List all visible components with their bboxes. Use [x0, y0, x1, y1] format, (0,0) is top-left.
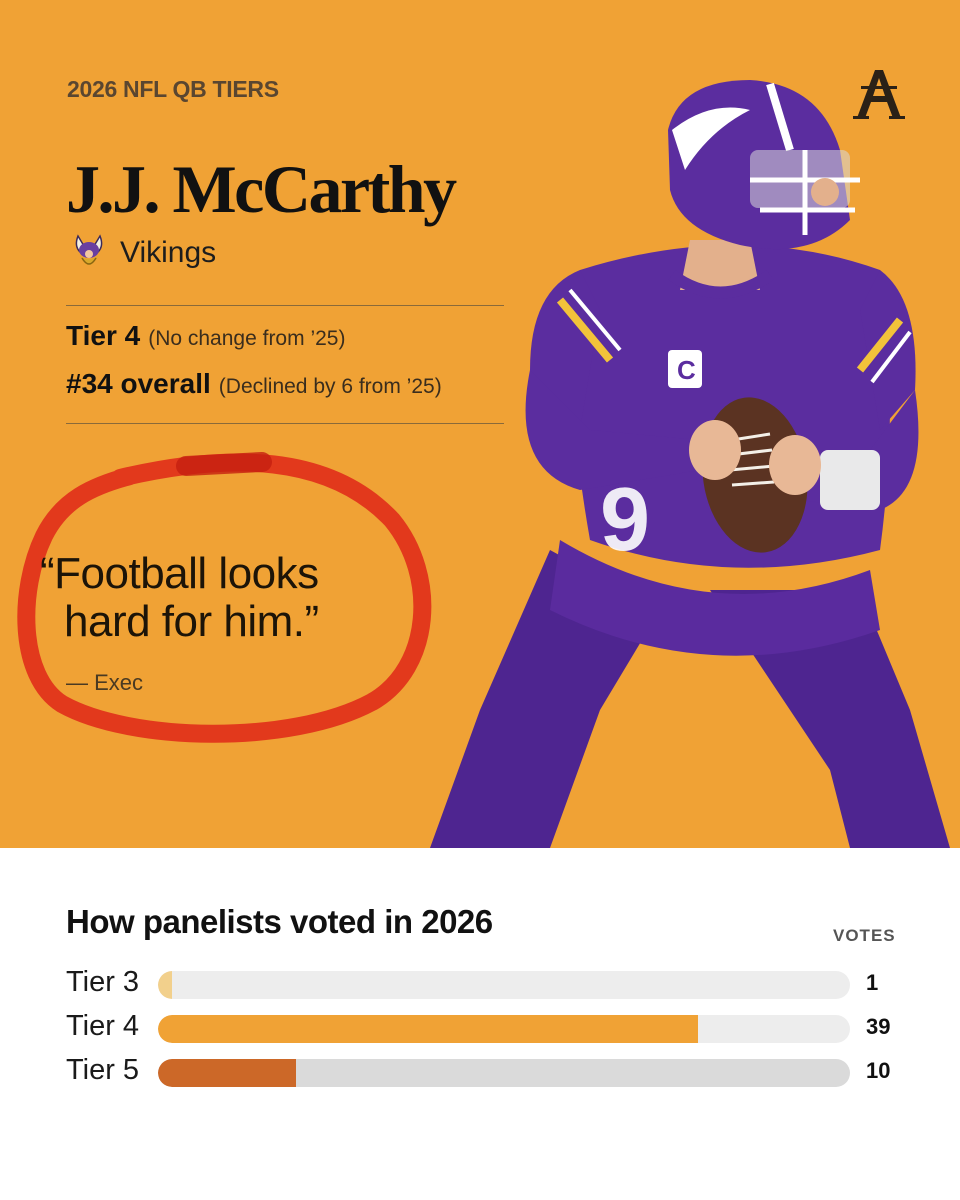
red-circle-annotation [17, 452, 432, 743]
quote-line: “Football looks [40, 549, 319, 598]
votes-title: How panelists voted in 2026 [66, 903, 493, 940]
divider [66, 423, 504, 424]
vote-row-label: Tier 5 [66, 1054, 140, 1086]
vote-row: Tier 5 10 [0, 1054, 960, 1088]
vote-row-label: Tier 3 [66, 966, 140, 998]
vote-bar-track [158, 971, 850, 999]
vote-bar-fill [158, 1015, 698, 1043]
vote-row-label: Tier 4 [66, 1010, 140, 1042]
vote-bar-fill [158, 1059, 297, 1087]
quote: “Football looks hard for him.” [40, 550, 319, 646]
tier-label: Tier 4 [66, 320, 141, 351]
vote-bar-track [158, 1059, 850, 1087]
vote-count: 1 [866, 970, 879, 995]
vote-row: Tier 3 1 [0, 966, 960, 1000]
hero-panel: 2026 NFL QB TIERS J.J. McCarthy Vikings … [0, 0, 960, 848]
the-athletic-logo-icon [853, 70, 905, 119]
player-name: J.J. McCarthy [66, 151, 457, 227]
vote-count: 39 [866, 1014, 891, 1039]
overall-note: (Declined by 6 from ’25) [218, 375, 442, 398]
vote-bar-fill [158, 971, 172, 999]
vote-bar-track [158, 1015, 850, 1043]
vikings-logo-icon [75, 234, 103, 265]
captain-patch: C [677, 355, 696, 385]
kicker: 2026 NFL QB TIERS [67, 76, 279, 102]
overall-stat: #34 overall (Declined by 6 from ’25) [66, 368, 442, 400]
quote-line: hard for him.” [64, 597, 319, 646]
team-name: Vikings [120, 236, 217, 269]
tier-note: (No change from ’25) [148, 327, 346, 350]
vote-row: Tier 4 39 [0, 1010, 960, 1044]
divider [66, 305, 504, 306]
player-photo: 9 C [430, 80, 950, 848]
votes-column-label: VOTES [833, 926, 896, 945]
votes-panel: How panelists voted in 2026 VOTES Tier 3… [0, 848, 960, 1200]
jersey-number: 9 [600, 470, 650, 570]
overall-label: #34 overall [66, 368, 211, 399]
quote-attribution: — Exec [66, 670, 144, 695]
tier-stat: Tier 4 (No change from ’25) [66, 320, 345, 352]
vote-count: 10 [866, 1058, 891, 1083]
